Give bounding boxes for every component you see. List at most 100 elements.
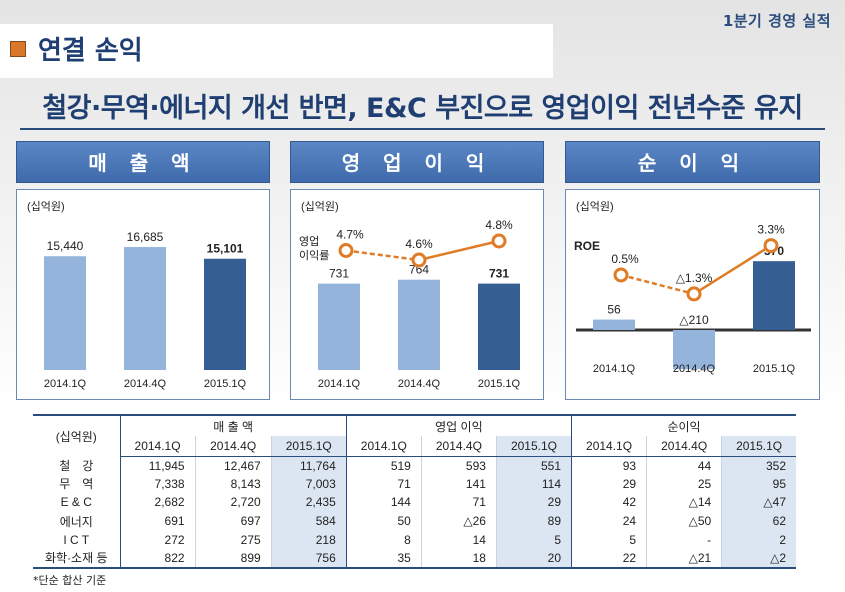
table-cell: 12,467 [194, 456, 272, 475]
table-cell: 593 [420, 456, 497, 475]
table-cell: 114 [495, 474, 572, 494]
table-unit: (십억원) [33, 414, 120, 456]
table-row: E & C 2,682 2,720 2,435 144 71 29 42 △14 △47 [33, 493, 796, 512]
bar [44, 256, 86, 370]
table-cell: △47 [721, 493, 796, 512]
bar [593, 319, 635, 330]
table-row-label: 철 강 [59, 458, 94, 473]
table-cell: 2,682 [119, 493, 196, 512]
table-group-net-income: 순이익 [571, 414, 796, 436]
table-cell: 272 [119, 530, 196, 549]
table-cell: △26 [420, 511, 497, 531]
summary-table: (십억원) 매 출 액 영업 이익 순이익 2014.1Q 2014.4Q 20… [33, 414, 796, 569]
table-period: 2014.4Q [420, 436, 497, 457]
table-cell: 42 [571, 493, 647, 512]
table-cell: 25 [646, 474, 722, 494]
table-cell: 584 [270, 511, 347, 531]
line-series-label: ROE [574, 239, 600, 253]
table-cell: 8,143 [194, 474, 272, 494]
headline: 철강·무역·에너지 개선 반면, E&C 부진으로 영업이익 전년수준 유지 [42, 93, 803, 124]
table-group-revenue: 매 출 액 [119, 414, 347, 436]
table-period: 2014.4Q [194, 436, 272, 457]
table-cell: △14 [646, 493, 722, 512]
line-series-label: 영업 [299, 235, 319, 248]
table-cell: 93 [571, 456, 647, 475]
line-point [613, 267, 629, 283]
bar [398, 279, 440, 370]
table-cell: 899 [194, 548, 272, 569]
table-cell: 7,338 [119, 474, 196, 494]
category-label: 2014.1Q [318, 378, 361, 390]
bar-value-label: 15,440 [47, 239, 84, 253]
table-group-operating-income: 영업 이익 [345, 414, 572, 436]
table-cell: 5 [495, 530, 572, 549]
table-cell: 14 [420, 530, 497, 549]
category-label: 2014.4Q [124, 378, 167, 390]
table-cell: 71 [420, 493, 497, 512]
table-cell: 697 [194, 511, 272, 531]
table-cell: △21 [646, 548, 722, 569]
net-income-chart: (십억원)562014.1Q△2102014.4Q3702015.1Q0.5%△… [574, 200, 811, 375]
bar [318, 283, 360, 370]
table-cell: 44 [646, 456, 722, 475]
table-cell: 218 [270, 530, 347, 549]
table-period: 2014.4Q [646, 436, 722, 457]
bar [124, 247, 166, 370]
bar-value-label: 731 [489, 267, 509, 281]
category-label: 2015.1Q [478, 378, 521, 390]
footnote: *단순 합산 기준 [33, 574, 107, 587]
table-cell: △2 [721, 548, 796, 569]
table-cell: 50 [345, 511, 422, 531]
line-segment [418, 239, 500, 262]
bar [478, 283, 520, 370]
chart-unit-label: (십억원) [576, 200, 614, 213]
line-point [686, 286, 702, 302]
panel-header-revenue: 매 출 액 [16, 141, 270, 183]
bar-value-label: 56 [607, 303, 621, 317]
table-cell: 551 [495, 456, 572, 475]
operating-income-chart: (십억원) 731 2014.1Q 764 2014.4Q 731 2015.1Q 4.7% 4… [299, 200, 521, 390]
line-point [491, 233, 507, 249]
section-title: 연결 손익 [38, 36, 143, 66]
line-value-label: 4.6% [405, 237, 433, 251]
table-cell: 71 [345, 474, 422, 494]
table-row-label: E & C [60, 495, 92, 510]
chart-unit-label: (십억원) [27, 200, 65, 213]
table-period: 2014.1Q [571, 436, 647, 457]
bar-value-label: △210 [679, 313, 709, 327]
bar [673, 330, 715, 370]
chart-panel-net-income: (십억원)562014.1Q△2102014.4Q3702015.1Q0.5%△… [565, 189, 820, 400]
table-cell: 11,945 [119, 456, 196, 475]
table-cell: 2,435 [270, 493, 347, 512]
line-point [763, 238, 779, 254]
bar [204, 258, 246, 370]
category-label: 2015.1Q [753, 363, 796, 375]
table-cell: 275 [194, 530, 272, 549]
line-segment-dashed [620, 273, 695, 296]
table-cell: 2,720 [194, 493, 272, 512]
bar-value-label: 731 [329, 267, 349, 281]
table-cell: 352 [721, 456, 796, 475]
table-cell: 8 [345, 530, 422, 549]
line-point [338, 243, 354, 258]
table-cell: 141 [420, 474, 497, 494]
line-value-label: △1.3% [676, 271, 713, 285]
line-series-label: 이익률 [299, 249, 329, 262]
table-cell: 62 [721, 511, 796, 531]
category-label: 2014.4Q [673, 363, 716, 375]
bar-value-label: 764 [409, 263, 429, 277]
revenue-chart: (십억원) 15,440 2014.1Q 16,685 2014.4Q 15,101 201… [27, 200, 247, 390]
category-label: 2014.1Q [593, 363, 636, 375]
section-bar [0, 24, 553, 78]
panel-header-operating-income: 영 업 이 익 [290, 141, 544, 183]
table-cell: 95 [721, 474, 796, 494]
table-cell: 20 [495, 548, 572, 569]
table-period: 2015.1Q [495, 436, 572, 457]
table-cell: 24 [571, 511, 647, 531]
chart-unit-label: (십억원) [301, 200, 339, 213]
table-row: 철 강 11,945 12,467 11,764 519 593 551 93 44 352 [33, 456, 796, 475]
table-cell: 691 [119, 511, 196, 531]
table-cell: 144 [345, 493, 422, 512]
line-value-label: 0.5% [611, 252, 639, 266]
table-cell: 89 [495, 511, 572, 531]
